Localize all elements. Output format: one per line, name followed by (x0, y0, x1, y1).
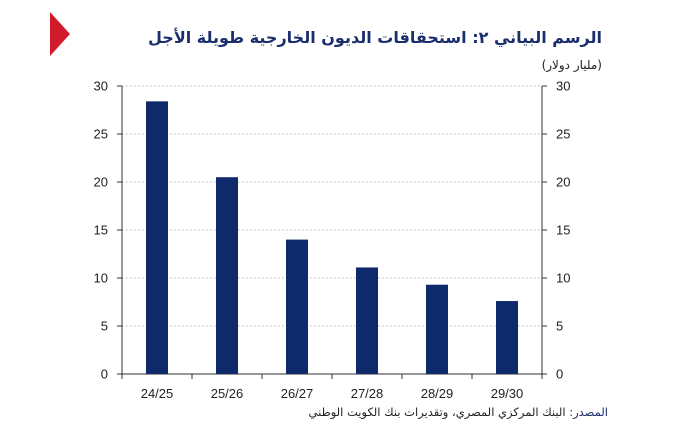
y-tick-label-right: 25 (556, 127, 570, 142)
y-tick-label-right: 30 (556, 79, 570, 94)
bar (146, 101, 168, 375)
x-tick-label: 25/26 (211, 386, 244, 401)
y-tick-label-right: 0 (556, 367, 563, 382)
source-text: البنك المركزي المصري، وتقديرات بنك الكوي… (308, 405, 566, 419)
x-tick-label: 28/29 (421, 386, 454, 401)
brand-accent-triangle (50, 12, 70, 56)
bar (216, 177, 238, 374)
y-tick-label-right: 20 (556, 175, 570, 190)
x-tick-label: 27/28 (351, 386, 384, 401)
bar (426, 284, 448, 374)
y-tick-label-left: 15 (94, 223, 108, 238)
y-tick-label-left: 5 (101, 319, 108, 334)
chart-unit-label: (مليار دولار) (541, 58, 602, 72)
bar (286, 239, 308, 374)
y-tick-label-left: 20 (94, 175, 108, 190)
chart-title: الرسم البياني ٢: استحقاقات الديون الخارج… (148, 28, 602, 47)
y-tick-label-right: 5 (556, 319, 563, 334)
y-tick-label-right: 15 (556, 223, 570, 238)
y-tick-label-left: 0 (101, 367, 108, 382)
y-tick-label-left: 10 (94, 271, 108, 286)
x-tick-label: 29/30 (491, 386, 524, 401)
x-tick-label: 26/27 (281, 386, 314, 401)
source-label: المصدر: (569, 405, 608, 419)
y-tick-label-left: 30 (94, 79, 108, 94)
y-tick-label-right: 10 (556, 271, 570, 286)
x-tick-label: 24/25 (141, 386, 174, 401)
bar (356, 267, 378, 374)
source-note: المصدر: البنك المركزي المصري، وتقديرات ب… (309, 405, 608, 419)
bar (496, 301, 518, 374)
y-tick-label-left: 25 (94, 127, 108, 142)
